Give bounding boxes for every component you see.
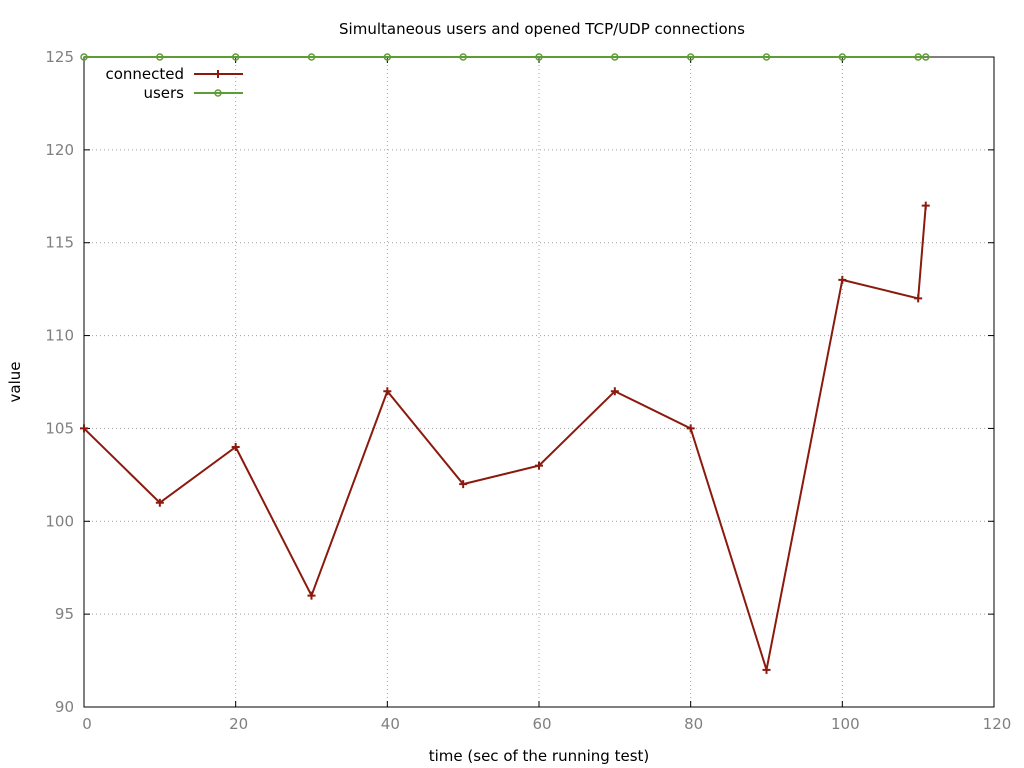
x-tick-label: 0 [82,715,92,733]
y-tick-label: 120 [45,141,74,159]
data-point-users [686,53,695,61]
data-point-users [383,53,392,61]
data-point-connected [762,665,771,674]
data-point-connected [838,275,847,284]
data-point-connected [686,424,695,433]
data-point-users [914,53,922,61]
data-point-users [838,53,847,61]
x-tick-label: 20 [229,715,248,733]
legend-marker [214,70,222,78]
data-point-users [762,53,771,61]
y-tick-label: 100 [45,512,74,530]
x-tick-label: 60 [532,715,551,733]
data-point-users [611,53,619,61]
data-point-connected [307,591,316,600]
data-point-users [922,53,930,61]
data-point-users [231,53,240,61]
legend-item-connected: connected [105,65,243,83]
legend-label: connected [105,65,184,83]
data-point-connected [610,387,619,396]
legend-marker [214,89,222,97]
y-axis-ticks: 90 95 100 105 110 115 120 125 [45,48,994,716]
y-tick-label: 110 [45,327,74,345]
data-point-connected [383,387,392,396]
data-point-connected [155,498,164,507]
data-point-users [156,53,164,61]
x-tick-label: 100 [831,715,860,733]
x-tick-label: 120 [983,715,1012,733]
y-tick-label: 115 [45,234,74,252]
legend-item-users: users [143,84,243,102]
series-line-connected [83,205,927,671]
data-point-users [307,53,316,61]
legend-label: users [143,84,184,102]
data-point-connected [80,424,88,433]
y-axis-title: value [6,362,24,403]
y-tick-label: 125 [45,48,74,66]
y-tick-label: 105 [45,419,74,437]
data-point-users [459,53,467,61]
data-point-connected [459,480,468,489]
data-point-connected [914,294,923,303]
x-tick-label: 80 [684,715,703,733]
x-tick-label: 40 [381,715,400,733]
y-tick-label: 95 [55,605,74,623]
y-tick-label: 90 [55,698,74,716]
series-connected [80,201,930,674]
x-axis-ticks: 0 20 40 60 80 100 120 [82,57,1011,733]
series-layer [80,53,930,674]
data-point-users [535,53,543,61]
x-axis-title: time (sec of the running test) [429,747,650,765]
data-point-connected [921,201,930,210]
data-point-users [80,53,88,61]
chart-title: Simultaneous users and opened TCP/UDP co… [339,20,745,38]
data-point-connected [535,461,543,470]
series-users [80,53,930,61]
data-point-connected [231,443,240,451]
grid [84,57,994,707]
